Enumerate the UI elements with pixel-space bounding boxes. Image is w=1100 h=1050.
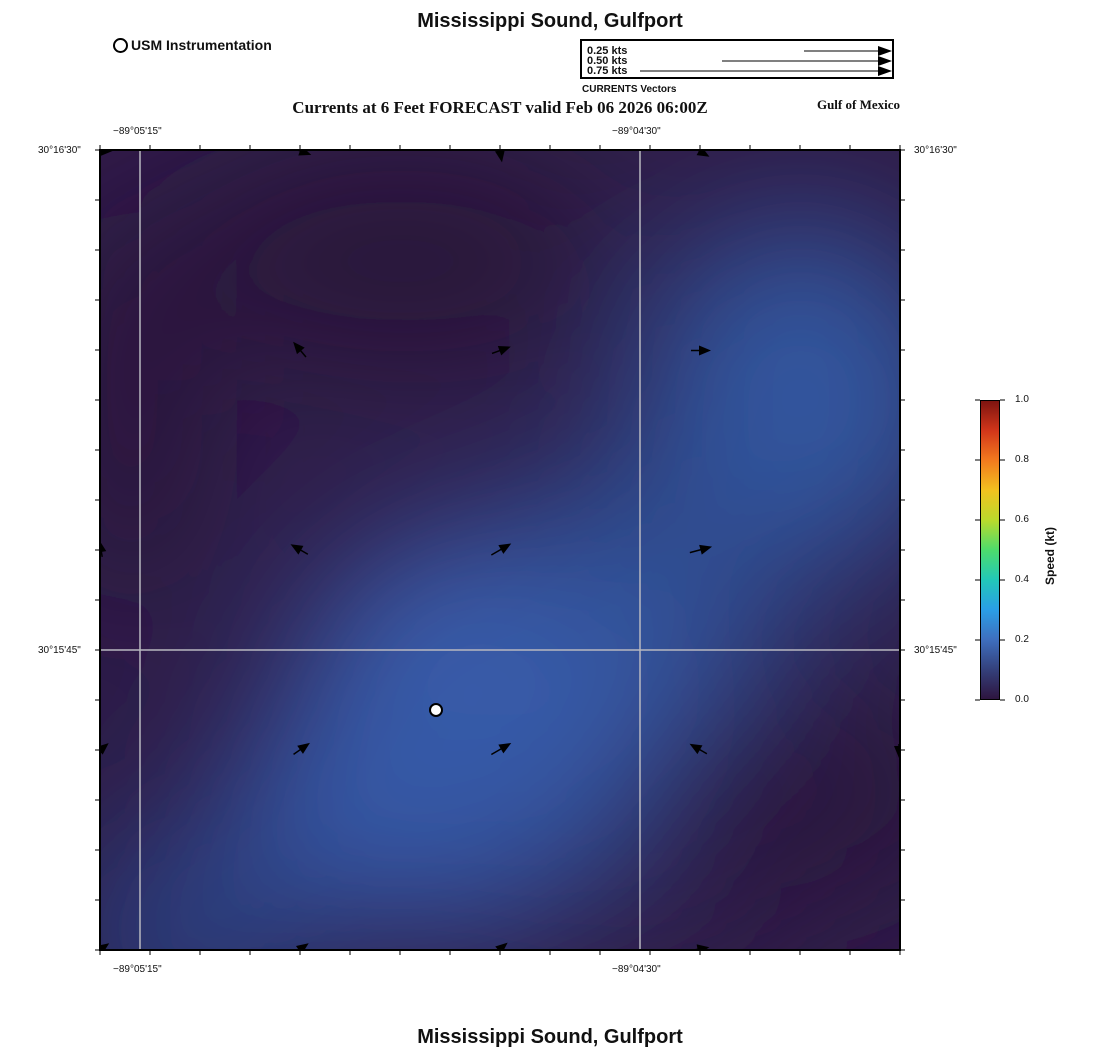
- lon-label-bottom-east: −89°04'30": [612, 964, 661, 975]
- current-vector-arrow: [692, 944, 710, 949]
- current-vector-arrow: [689, 544, 713, 555]
- current-vector-arrow: [490, 743, 512, 756]
- lon-label-top-east: −89°04'30": [612, 126, 661, 137]
- current-vector-arrow: [293, 341, 307, 358]
- current-vector-arrow: [293, 742, 310, 755]
- lat-label-left-south: 30°15'45": [38, 645, 81, 656]
- legend-item-0.50: 0.50 kts: [587, 55, 628, 67]
- current-vector-arrow: [490, 543, 512, 556]
- colorbar-ticks: [975, 399, 1005, 701]
- map-title: Mississippi Sound, Gulfport: [417, 10, 683, 32]
- speed-field: [101, 151, 899, 949]
- lat-label-right-south: 30°15'45": [914, 645, 957, 656]
- current-vector-arrow: [691, 345, 711, 356]
- usm-marker-icon: [113, 37, 128, 53]
- cbar-tick-0.2: 0.2: [1015, 634, 1029, 645]
- lon-label-top-west: −89°05'15": [113, 126, 162, 137]
- current-vector-arrow: [101, 943, 110, 949]
- current-vector-arrow: [894, 744, 899, 758]
- footer-title: Mississippi Sound, Gulfport: [417, 1026, 683, 1048]
- cbar-tick-0.0: 0.0: [1015, 694, 1029, 705]
- current-vector-arrow: [691, 151, 710, 157]
- cbar-tick-0.6: 0.6: [1015, 514, 1029, 525]
- cbar-tick-0.8: 0.8: [1015, 454, 1029, 465]
- region-label: Gulf of Mexico: [816, 97, 900, 112]
- current-vector-arrow: [491, 345, 511, 356]
- colorbar-title: Speed (kt): [1043, 526, 1057, 585]
- lon-label-bottom-west: −89°05'15": [113, 964, 162, 975]
- vector-legend: 0.25 kts 0.50 kts 0.75 kts: [580, 39, 894, 79]
- current-vector-arrow: [101, 743, 109, 755]
- current-vector-arrow: [290, 544, 309, 555]
- usm-label: USM Instrumentation: [131, 37, 272, 53]
- usm-instrumentation-legend: USM Instrumentation: [113, 37, 272, 53]
- current-vector-arrow: [292, 151, 312, 156]
- current-vectors: [101, 151, 899, 949]
- legend-arrows: [640, 46, 892, 76]
- legend-arrow-0.75: [640, 66, 892, 76]
- legend-arrow-0.25: [804, 46, 892, 56]
- graticule: [101, 151, 899, 949]
- legend-item-0.75: 0.75 kts: [587, 65, 628, 77]
- legend-item-0.25: 0.25 kts: [587, 45, 628, 57]
- cbar-tick-0.4: 0.4: [1015, 574, 1029, 585]
- lat-label-right-north: 30°16'30": [914, 145, 957, 156]
- vector-legend-caption: CURRENTS Vectors: [582, 84, 677, 95]
- current-vector-arrow: [494, 151, 505, 163]
- lat-label-left-north: 30°16'30": [38, 145, 81, 156]
- current-vector-arrow: [494, 942, 508, 949]
- legend-arrow-0.50: [722, 56, 892, 66]
- current-vector-arrow: [294, 943, 309, 949]
- cbar-tick-1.0: 1.0: [1015, 394, 1029, 405]
- usm-station-marker[interactable]: [429, 703, 443, 717]
- current-vector-arrow: [101, 540, 107, 558]
- forecast-subtitle: Currents at 6 Feet FORECAST valid Feb 06…: [292, 98, 708, 117]
- speed-colorbar: [980, 400, 1000, 700]
- current-vector-arrow: [689, 743, 708, 755]
- current-speed-map[interactable]: [99, 149, 901, 951]
